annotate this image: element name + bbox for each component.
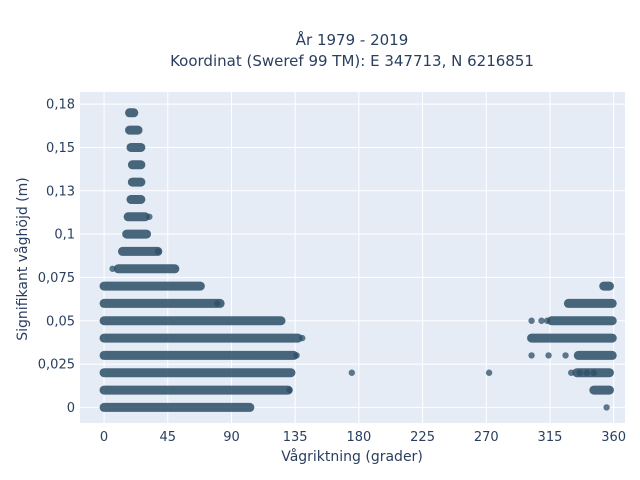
data-band (99, 350, 299, 360)
data-point (528, 352, 535, 359)
data-band (573, 350, 617, 360)
y-tick-label: 0 (67, 401, 75, 416)
data-band (117, 246, 163, 256)
x-tick-label: 90 (223, 430, 240, 445)
x-tick-label: 135 (283, 430, 308, 445)
grid-lines (80, 92, 625, 423)
data-point (146, 213, 153, 220)
x-tick-label: 180 (346, 430, 371, 445)
y-tick-label: 0,15 (46, 141, 75, 156)
data-band (99, 385, 293, 395)
data-band (99, 368, 296, 378)
data-band (99, 402, 255, 412)
data-point (583, 369, 590, 376)
x-axis-title: Vågriktning (grader) (281, 448, 423, 465)
data-point (528, 317, 535, 324)
data-band (99, 298, 225, 308)
data-point (109, 265, 116, 272)
x-tick-label: 225 (410, 430, 435, 445)
data-point (214, 300, 221, 307)
chart-title-line-1: År 1979 - 2019 (296, 30, 409, 49)
y-tick-label: 0,13 (46, 184, 75, 199)
data-point (538, 317, 545, 324)
data-band (599, 281, 614, 291)
data-band (546, 316, 617, 326)
x-tick-label: 315 (538, 430, 563, 445)
data-band (122, 229, 152, 239)
data-band (99, 316, 286, 326)
y-tick-label: 0,1 (54, 228, 75, 243)
data-point (299, 334, 306, 342)
y-tick-labels: 0 0,025 0,05 0,075 0,1 0,13 0,15 0,18 (38, 98, 75, 416)
data-band (127, 177, 146, 187)
y-tick-label: 0,025 (38, 358, 75, 373)
data-band (125, 125, 143, 135)
x-tick-labels: 0 45 90 135 180 225 270 315 360 (100, 430, 626, 445)
data-point (562, 352, 569, 359)
data-bands (99, 108, 617, 412)
data-band (527, 333, 617, 343)
data-band (589, 385, 614, 395)
data-point (603, 404, 610, 411)
y-tick-label: 0,18 (46, 98, 75, 113)
data-point (590, 369, 598, 376)
data-point (154, 248, 162, 255)
data-point (286, 386, 293, 394)
x-tick-label: 0 (100, 430, 108, 445)
data-band (123, 212, 150, 222)
x-tick-label: 360 (601, 430, 626, 445)
data-point (348, 369, 355, 376)
x-tick-label: 270 (474, 430, 499, 445)
data-band (126, 194, 146, 204)
data-point (568, 369, 575, 376)
data-band (99, 333, 303, 343)
data-band (125, 108, 139, 118)
data-band (563, 298, 617, 308)
data-band (99, 281, 205, 291)
data-band (126, 142, 146, 152)
chart-title-line-2: Koordinat (Sweref 99 TM): E 347713, N 62… (170, 52, 534, 70)
data-point (485, 369, 493, 376)
data-point (293, 352, 300, 359)
y-axis-title: Signifikant våghöjd (m) (14, 177, 31, 340)
y-tick-label: 0,05 (46, 314, 75, 329)
data-band (113, 264, 180, 274)
data-point (576, 369, 583, 376)
data-point (545, 352, 552, 359)
y-tick-label: 0,075 (38, 271, 75, 286)
x-tick-label: 45 (159, 430, 176, 445)
data-points (109, 213, 610, 411)
data-band (127, 160, 146, 170)
data-point (543, 317, 551, 324)
